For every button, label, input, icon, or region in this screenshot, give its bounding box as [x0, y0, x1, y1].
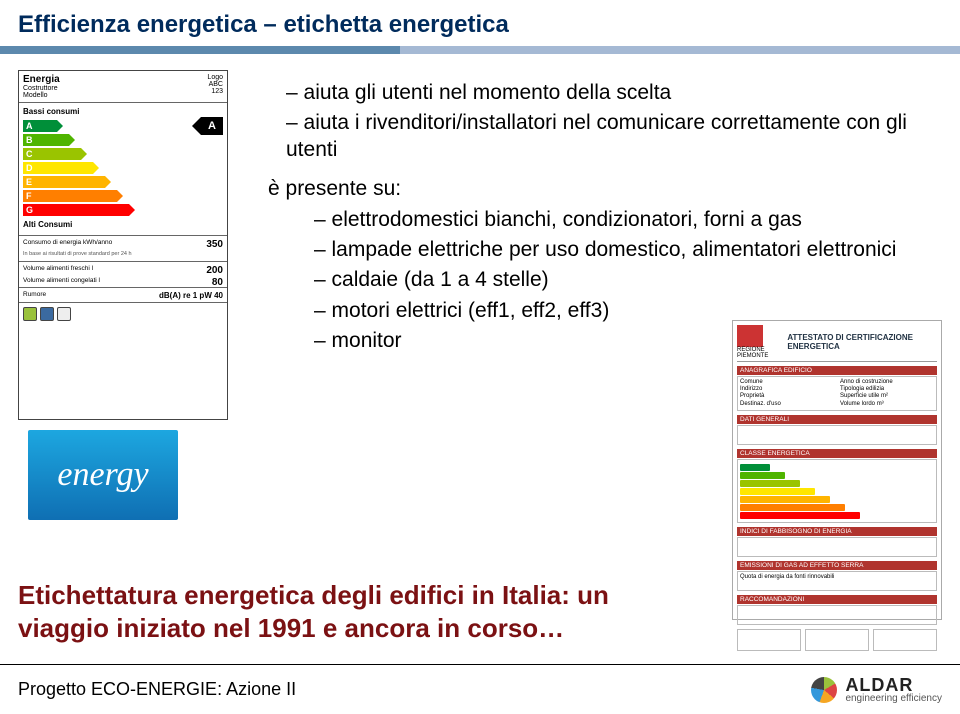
cons-val: 350 [206, 239, 223, 251]
vol2-lbl: Volume alimenti congelati l [23, 277, 100, 284]
eu-mk-r0: Logo [207, 74, 223, 81]
cert-s0: ANAGRAFICA EDIFICIO [737, 366, 937, 375]
region-name: REGIONE PIEMONTE [737, 347, 787, 359]
page-title: Efficienza energetica – etichetta energe… [0, 0, 960, 50]
building-certificate: REGIONE PIEMONTE ATTESTATO DI CERTIFICAZ… [732, 320, 942, 620]
bullet-c: elettrodomestici bianchi, condizionatori… [314, 207, 942, 233]
footer-brand: ALDAR engineering efficiency [811, 676, 942, 704]
cert-s4: EMISSIONI DI GAS AD EFFETTO SERRA [737, 561, 937, 570]
eu-maker-l1: Costruttore [23, 85, 60, 92]
noise-lbl: Rumore [23, 291, 46, 298]
eu-mk-r2: 123 [207, 88, 223, 95]
main-bullets: aiuta gli utenti nel momento della scelt… [258, 80, 942, 358]
cons-lbl: Consumo di energia kWh/anno [23, 239, 112, 246]
cert-s3: INDICI DI FABBISOGNO DI ENERGIA [737, 527, 937, 536]
bullet-b: aiuta i rivenditori/installatori nel com… [286, 110, 942, 163]
bullet-e: caldaie (da 1 a 4 stelle) [314, 267, 942, 293]
aldar-logo-icon [811, 677, 837, 703]
footer: Progetto ECO-ENERGIE: Azione II ALDAR en… [0, 664, 960, 714]
eu-scale-top: Bassi consumi [23, 107, 223, 116]
brand-tagline: engineering efficiency [845, 694, 942, 704]
vol1-lbl: Volume alimenti freschi l [23, 265, 93, 272]
brand-name: ALDAR [845, 676, 942, 694]
footer-left: Progetto ECO-ENERGIE: Azione II [18, 679, 296, 700]
eu-energy-label: Energia Costruttore Modello Logo ABC 123… [18, 70, 228, 420]
eu-footer-icons [19, 303, 227, 325]
bullet-a: aiuta gli utenti nel momento della scelt… [286, 80, 942, 106]
callout-text: Etichettatura energetica degli edifici i… [18, 579, 658, 644]
intro-line: è presente su: [268, 177, 942, 201]
cert-signature-row [737, 629, 937, 651]
cert-s1: DATI GENERALI [737, 415, 937, 424]
eu-maker-l2: Modello [23, 92, 60, 99]
title-text: Efficienza energetica – etichetta energe… [18, 11, 509, 39]
cert-s2: CLASSE ENERGETICA [737, 449, 937, 458]
cert-s5: RACCOMANDAZIONI [737, 595, 937, 604]
eu-scale-bottom: Alti Consumi [23, 220, 223, 229]
energy-star-badge: energy [28, 430, 178, 520]
noise-val: dB(A) re 1 pW 40 [159, 291, 223, 301]
region-logo-icon [737, 325, 763, 347]
eu-mk-r1: ABC [207, 81, 223, 88]
bullet-d: lampade elettriche per uso domestico, al… [314, 237, 942, 263]
vol1-val: 200 [206, 265, 223, 277]
vol2-val: 80 [212, 277, 223, 289]
eu-heading: Energia [23, 74, 60, 85]
cert-title: ATTESTATO DI CERTIFICAZIONE ENERGETICA [787, 333, 937, 351]
energy-badge-text: energy [57, 456, 148, 494]
title-stripe [0, 46, 960, 54]
